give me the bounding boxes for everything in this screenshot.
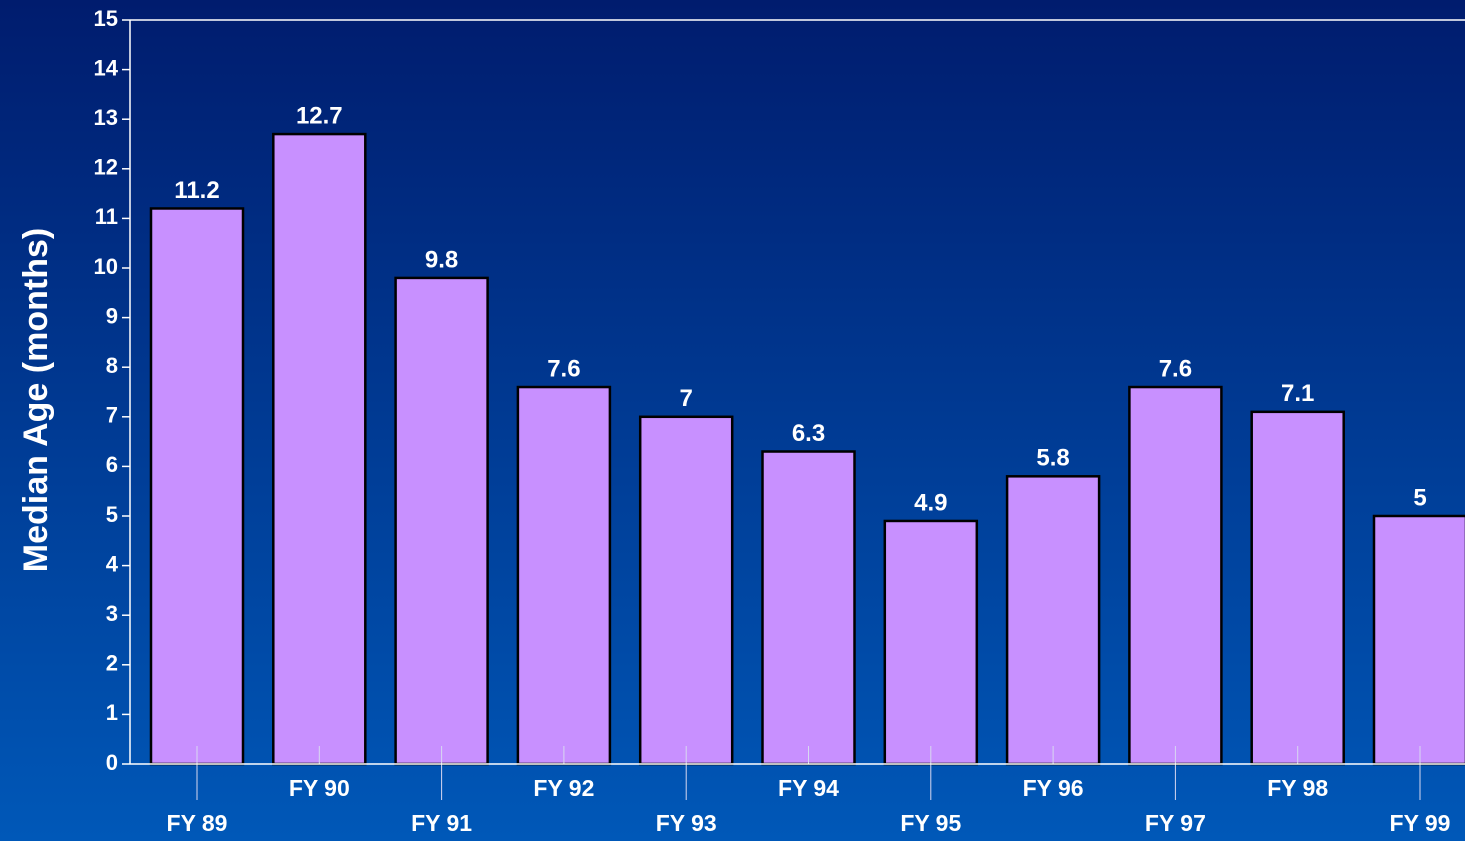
y-tick-label: 6 bbox=[106, 452, 118, 477]
x-tick-label: FY 93 bbox=[656, 810, 717, 836]
x-tick-label: FY 95 bbox=[900, 810, 961, 836]
bar bbox=[394, 276, 489, 766]
y-tick-label: 0 bbox=[106, 750, 118, 775]
y-tick-label: 10 bbox=[94, 254, 118, 279]
y-tick-label: 9 bbox=[106, 303, 118, 328]
bar bbox=[1250, 410, 1345, 766]
y-tick-label: 11 bbox=[95, 204, 118, 229]
y-tick-label: 1 bbox=[106, 700, 118, 725]
x-tick-label: FY 91 bbox=[411, 810, 472, 836]
y-tick-label: 2 bbox=[106, 651, 118, 676]
value-label: 7.6 bbox=[1159, 355, 1192, 382]
bar bbox=[272, 132, 367, 766]
y-tick-label: 14 bbox=[94, 55, 119, 80]
value-label: 11.2 bbox=[174, 177, 219, 204]
bar bbox=[1128, 385, 1223, 766]
y-tick-label: 5 bbox=[106, 502, 118, 527]
y-tick-label: 4 bbox=[106, 551, 119, 576]
value-label: 6.3 bbox=[792, 420, 825, 447]
bar bbox=[638, 415, 734, 766]
y-axis-title: Median Age (months) bbox=[17, 228, 55, 572]
value-label: 7.6 bbox=[547, 355, 580, 382]
bar bbox=[1372, 514, 1465, 766]
bar bbox=[761, 450, 856, 766]
value-label: 5.8 bbox=[1036, 445, 1069, 472]
x-tick-label: FY 98 bbox=[1267, 775, 1328, 801]
bar bbox=[516, 385, 612, 766]
value-label: 7.1 bbox=[1281, 380, 1314, 407]
value-label: 4.9 bbox=[914, 489, 947, 516]
x-tick-label: FY 90 bbox=[289, 775, 350, 801]
y-tick-label: 7 bbox=[106, 403, 118, 428]
y-tick-label: 12 bbox=[94, 155, 118, 180]
x-tick-label: FY 99 bbox=[1390, 810, 1451, 836]
x-tick-label: FY 94 bbox=[778, 775, 839, 801]
bar bbox=[149, 207, 245, 766]
value-label: 12.7 bbox=[296, 102, 343, 129]
value-label: 5 bbox=[1413, 484, 1426, 511]
value-label: 9.8 bbox=[425, 246, 458, 273]
bar bbox=[883, 519, 979, 766]
y-tick-label: 13 bbox=[94, 105, 118, 130]
bar bbox=[1005, 475, 1101, 766]
x-tick-label: FY 89 bbox=[167, 810, 228, 836]
y-tick-label: 3 bbox=[106, 601, 118, 626]
y-tick-label: 8 bbox=[106, 353, 118, 378]
x-tick-label: FY 97 bbox=[1145, 810, 1206, 836]
x-tick-label: FY 96 bbox=[1023, 775, 1084, 801]
y-tick-label: 15 bbox=[94, 6, 118, 31]
x-tick-label: FY 92 bbox=[533, 775, 594, 801]
value-label: 7 bbox=[680, 385, 693, 412]
